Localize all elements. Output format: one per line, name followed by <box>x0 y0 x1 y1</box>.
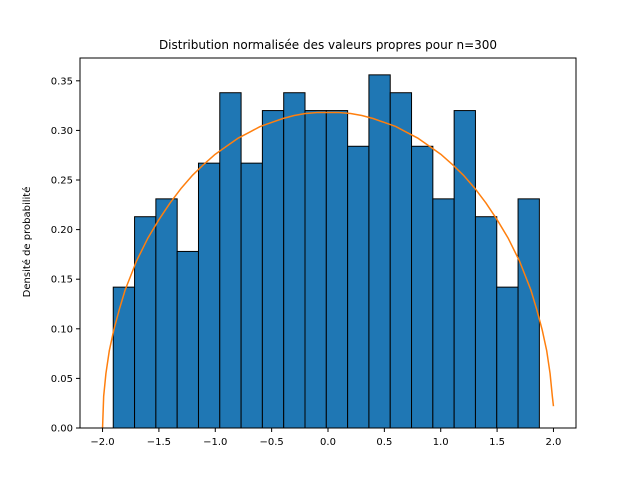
histogram-bar <box>347 145 370 429</box>
y-tick-label: 0.15 <box>51 275 73 286</box>
histogram-bar <box>517 198 540 429</box>
histogram-bar <box>134 216 157 429</box>
x-tick-label: −2.0 <box>90 437 114 448</box>
histogram-bar <box>325 110 349 429</box>
y-axis-ticks: 0.00 0.05 0.10 0.15 0.20 0.25 0.30 0.35 <box>51 76 80 435</box>
histogram-bar <box>411 145 434 429</box>
y-tick-label: 0.00 <box>51 424 73 435</box>
histogram-bar <box>453 110 476 429</box>
density-curve-line <box>101 111 555 429</box>
y-tick-label: 0.30 <box>51 126 73 137</box>
histogram-bar <box>496 286 519 429</box>
histogram-bar <box>261 110 285 429</box>
y-axis-label: Densité de probabilité <box>21 187 33 298</box>
x-tick-label: 1.5 <box>489 437 505 448</box>
histogram-bar <box>432 198 455 429</box>
y-tick-label: 0.10 <box>51 324 73 335</box>
density-curve-group <box>101 111 555 429</box>
axes-frame <box>79 57 577 429</box>
x-tick-label: 0.5 <box>376 437 392 448</box>
histogram-bar <box>240 162 263 429</box>
histogram-bar <box>155 198 178 429</box>
x-tick-label: −1.5 <box>147 437 171 448</box>
histogram-bar <box>176 250 199 429</box>
x-tick-label: 0.0 <box>320 437 336 448</box>
histogram-bar <box>283 92 306 429</box>
histogram-bar <box>474 216 498 429</box>
x-axis-ticks: −2.0 −1.5 −1.0 −0.5 0.0 0.5 1.0 1.5 2.0 <box>90 428 561 448</box>
histogram-bar <box>112 286 136 429</box>
chart-title: Distribution normalisée des valeurs prop… <box>159 38 497 52</box>
y-tick-label: 0.05 <box>51 374 73 385</box>
x-tick-label: 2.0 <box>546 437 562 448</box>
histogram-bar <box>368 74 391 429</box>
x-tick-label: 1.0 <box>433 437 449 448</box>
x-tick-label: −0.5 <box>259 437 283 448</box>
histogram-bar <box>304 110 327 429</box>
y-tick-label: 0.25 <box>51 176 73 187</box>
y-tick-label: 0.35 <box>51 76 73 87</box>
histogram-bar <box>389 92 413 429</box>
x-tick-label: −1.0 <box>203 437 227 448</box>
histogram-bar <box>197 162 221 429</box>
y-tick-label: 0.20 <box>51 225 73 236</box>
histogram-bars <box>112 74 540 429</box>
